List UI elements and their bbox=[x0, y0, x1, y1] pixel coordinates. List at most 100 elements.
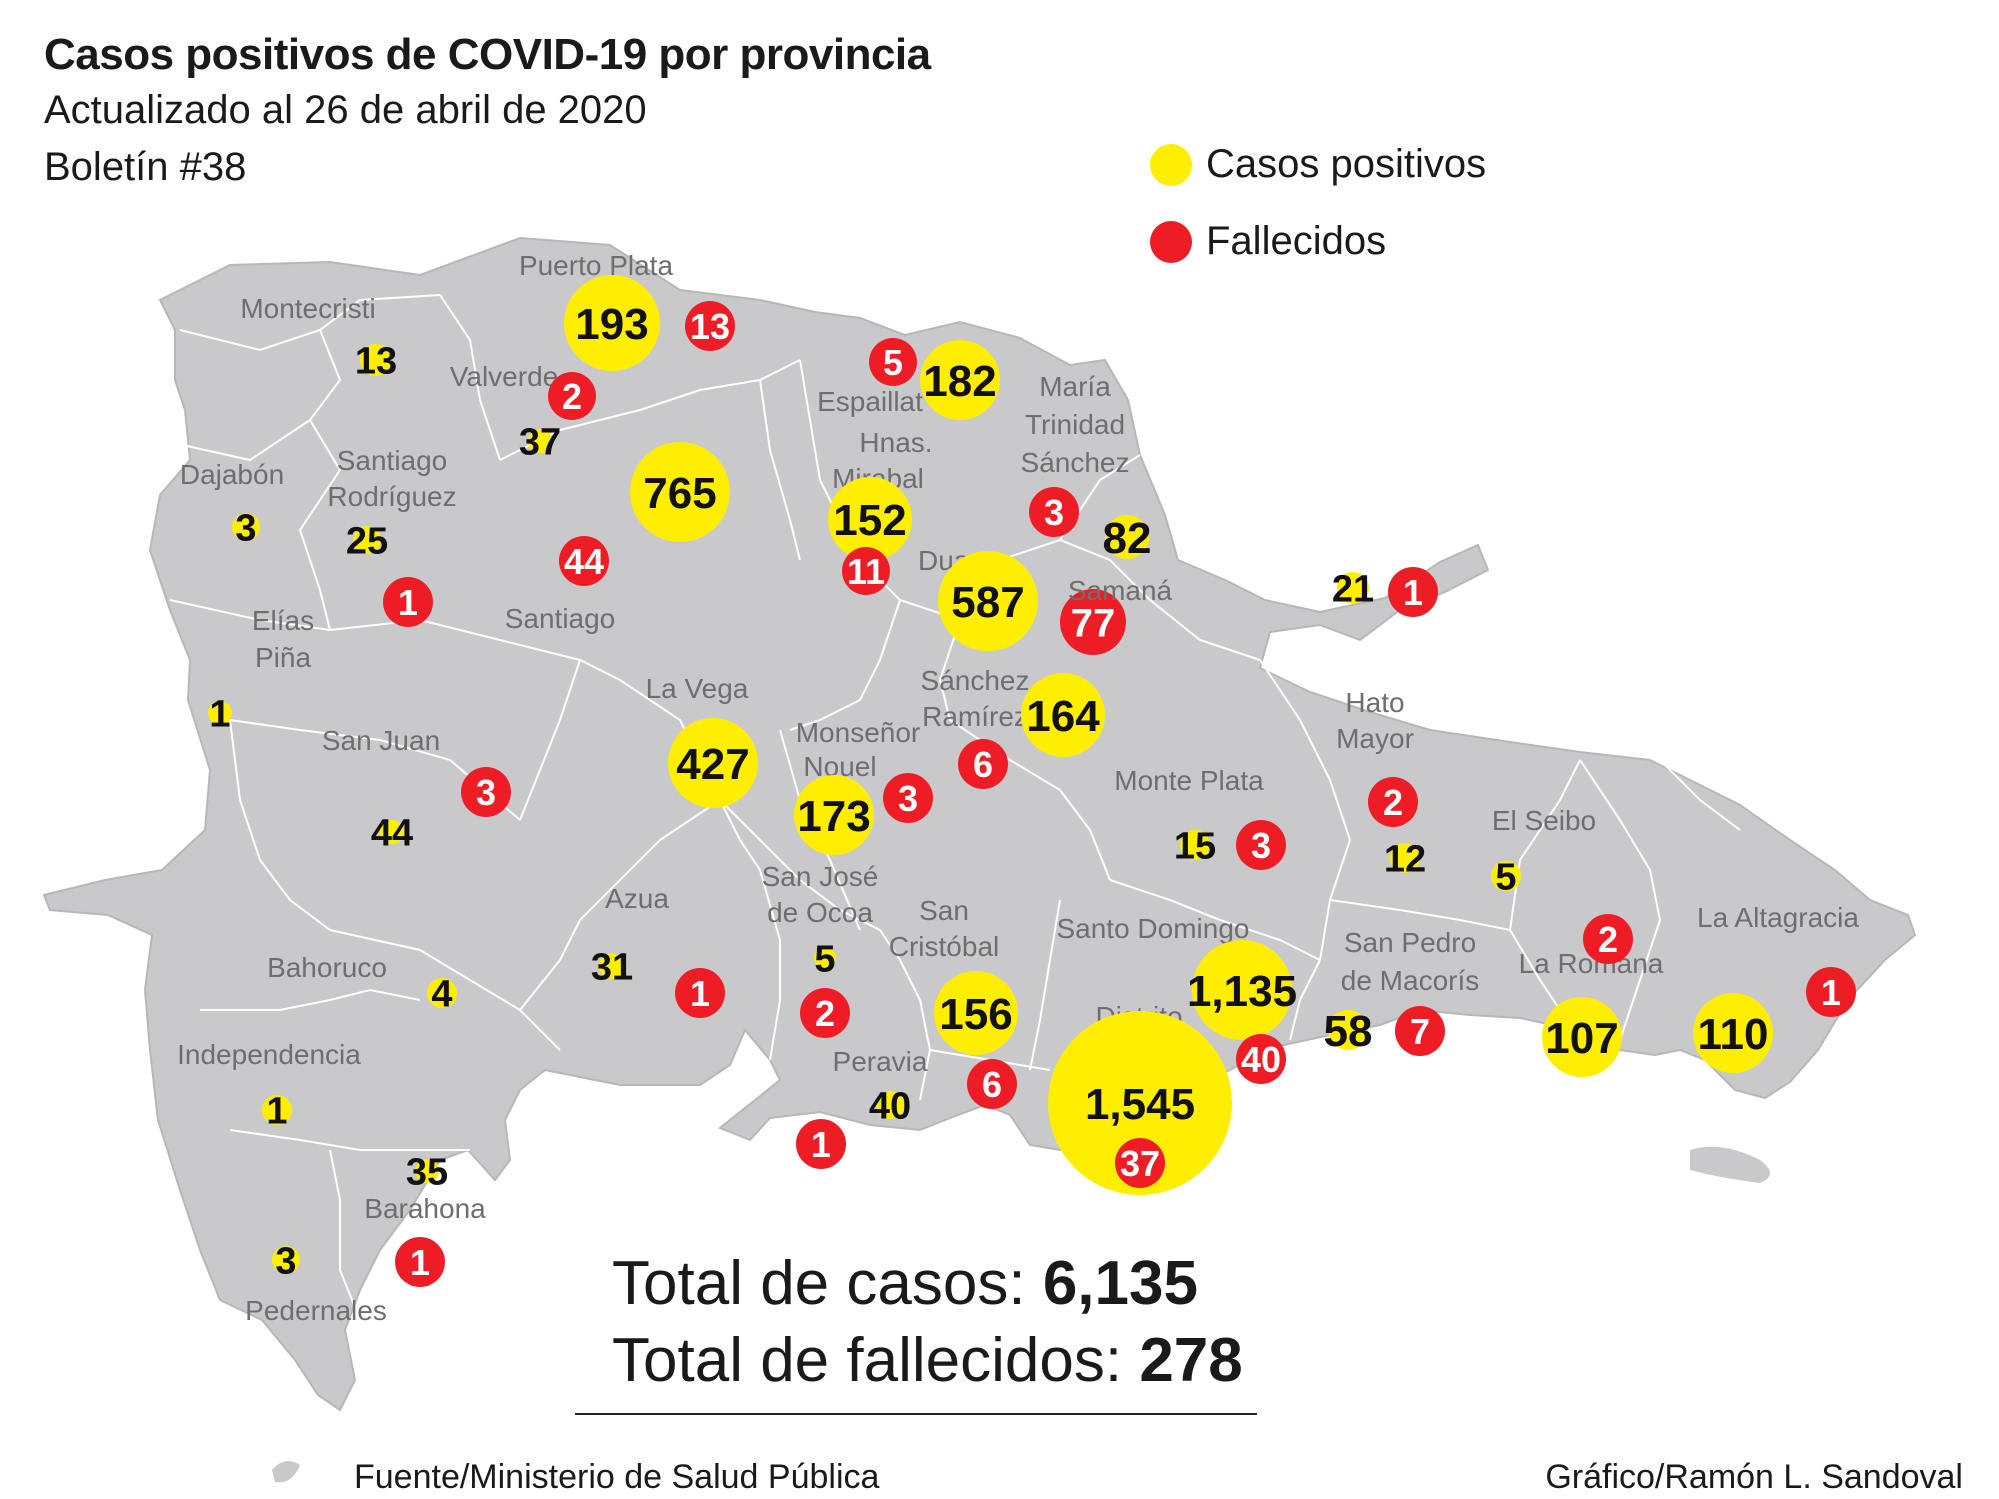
province-5: Santiago 765 44 bbox=[505, 442, 730, 634]
deaths-bubble bbox=[800, 988, 850, 1038]
cases-bubble bbox=[920, 340, 1000, 420]
cases-value: 427 bbox=[676, 740, 749, 789]
deaths-value: 40 bbox=[1241, 1039, 1281, 1080]
deaths-bubble bbox=[383, 577, 433, 627]
cases-value: 15 bbox=[1174, 826, 1216, 868]
province-label: Monseñor bbox=[796, 717, 921, 748]
cases-value: 3 bbox=[235, 508, 256, 550]
province-label: Montecristi bbox=[240, 293, 375, 324]
cases-value: 3 bbox=[275, 1241, 296, 1283]
province-6: Espaillat 182 5 bbox=[817, 338, 1000, 420]
province-label: de Ocoa bbox=[767, 897, 873, 928]
cases-value: 58 bbox=[1324, 1007, 1373, 1056]
province-9: Duarte58777 bbox=[918, 545, 1126, 655]
cases-value: 1 bbox=[209, 694, 230, 736]
province-0: Puerto Plata 193 13 bbox=[519, 250, 735, 371]
deaths-value: 13 bbox=[690, 306, 730, 347]
province-4: Santiago Rodríguez 251 bbox=[327, 445, 457, 627]
province-label: Santo Domingo bbox=[1056, 913, 1249, 944]
cases-bubble bbox=[794, 775, 874, 855]
legend-label: Fallecidos bbox=[1206, 219, 1387, 263]
cases-bubble bbox=[1021, 673, 1105, 757]
legend-label: Casos positivos bbox=[1206, 142, 1487, 186]
deaths-bubble bbox=[559, 536, 609, 586]
province-label: La Vega bbox=[646, 673, 749, 704]
province-26: Bahoruco 4 bbox=[267, 952, 457, 1016]
deaths-bubble bbox=[1236, 820, 1286, 870]
province-label: La Altagracia bbox=[1697, 902, 1859, 933]
province-label: Barahona bbox=[364, 1193, 486, 1224]
deaths-value: 3 bbox=[898, 778, 918, 819]
deaths-value: 6 bbox=[973, 744, 993, 785]
province-18: El Seibo 5 bbox=[1491, 805, 1596, 899]
province-label: Sánchez bbox=[921, 665, 1030, 696]
province-label: San Juan bbox=[322, 725, 440, 756]
deaths-value: 7 bbox=[1410, 1011, 1430, 1052]
cases-value: 173 bbox=[797, 792, 870, 841]
province-label: Elías bbox=[252, 605, 314, 636]
deaths-bubble bbox=[958, 739, 1008, 789]
cases-value: 182 bbox=[923, 357, 996, 406]
province-label: de Macorís bbox=[1341, 965, 1480, 996]
saona-island bbox=[1690, 1146, 1770, 1183]
total-cases-value: 6,135 bbox=[1042, 1249, 1198, 1318]
cases-value: 13 bbox=[355, 341, 397, 383]
cases-bubble bbox=[208, 701, 232, 725]
cases-value: 587 bbox=[951, 578, 1024, 627]
cases-bubble bbox=[814, 947, 836, 969]
deaths-bubble bbox=[1029, 487, 1079, 537]
province-label: María bbox=[1039, 371, 1111, 402]
cases-bubble bbox=[427, 978, 457, 1008]
province-16: Hato Mayor 12 2 bbox=[1336, 687, 1426, 881]
province-label: Mayor bbox=[1336, 723, 1414, 754]
province-label: Piña bbox=[255, 642, 311, 673]
cases-bubble bbox=[232, 513, 260, 541]
cases-bubble bbox=[1542, 997, 1622, 1077]
deaths-value: 1 bbox=[398, 582, 418, 623]
province-23: San Pedro de Macorís 58 7 bbox=[1324, 927, 1480, 1056]
cases-bubble bbox=[1048, 1011, 1232, 1195]
cases-bubble bbox=[1390, 843, 1420, 873]
province-20: San José de Ocoa 5 2 bbox=[762, 861, 879, 1038]
deaths-value: 1 bbox=[690, 973, 710, 1014]
cases-value: 164 bbox=[1026, 692, 1100, 741]
bulletin-number: Boletín #38 bbox=[44, 145, 247, 189]
province-3: Dajabón 3 bbox=[180, 459, 284, 550]
deaths-bubble bbox=[1115, 1138, 1165, 1188]
cases-bubble bbox=[1192, 940, 1292, 1040]
total-deaths-value: 278 bbox=[1139, 1326, 1243, 1395]
province-8: Hnas.Mirabal15211 bbox=[828, 427, 933, 595]
province-label: Puerto Plata bbox=[519, 250, 674, 281]
cases-value: 31 bbox=[591, 947, 633, 989]
credit-note: Gráfico/Ramón L. Sandoval bbox=[1545, 1458, 1963, 1496]
deaths-value: 5 bbox=[883, 342, 903, 383]
province-25: La Altagracia 110 1 bbox=[1693, 902, 1859, 1073]
chart-title: Casos positivos de COVID-19 por provinci… bbox=[44, 30, 931, 79]
province-label: San bbox=[919, 895, 969, 926]
province-27: Independencia 1 bbox=[177, 1039, 361, 1133]
deaths-value: 37 bbox=[1120, 1143, 1160, 1184]
province-label: San José bbox=[762, 861, 879, 892]
deaths-bubble bbox=[883, 773, 933, 823]
province-label: Independencia bbox=[177, 1039, 361, 1070]
cases-bubble bbox=[1337, 572, 1369, 604]
cases-bubble bbox=[1328, 1010, 1368, 1050]
province-label: Ramírez bbox=[922, 701, 1028, 732]
deaths-bubble bbox=[675, 968, 725, 1018]
deaths-value: 3 bbox=[1044, 492, 1064, 533]
cases-value: 765 bbox=[643, 469, 716, 518]
deaths-value: 2 bbox=[815, 993, 835, 1034]
deaths-value: 1 bbox=[410, 1242, 430, 1283]
red-dot-icon bbox=[1150, 220, 1192, 263]
cases-value: 37 bbox=[519, 422, 561, 464]
province-label: Santiago bbox=[505, 603, 616, 634]
deaths-bubble bbox=[967, 1059, 1017, 1109]
cases-value: 1,545 bbox=[1085, 1080, 1195, 1129]
cases-bubble bbox=[415, 1159, 439, 1183]
cases-value: 25 bbox=[346, 521, 388, 563]
cases-value: 4 bbox=[431, 974, 452, 1016]
